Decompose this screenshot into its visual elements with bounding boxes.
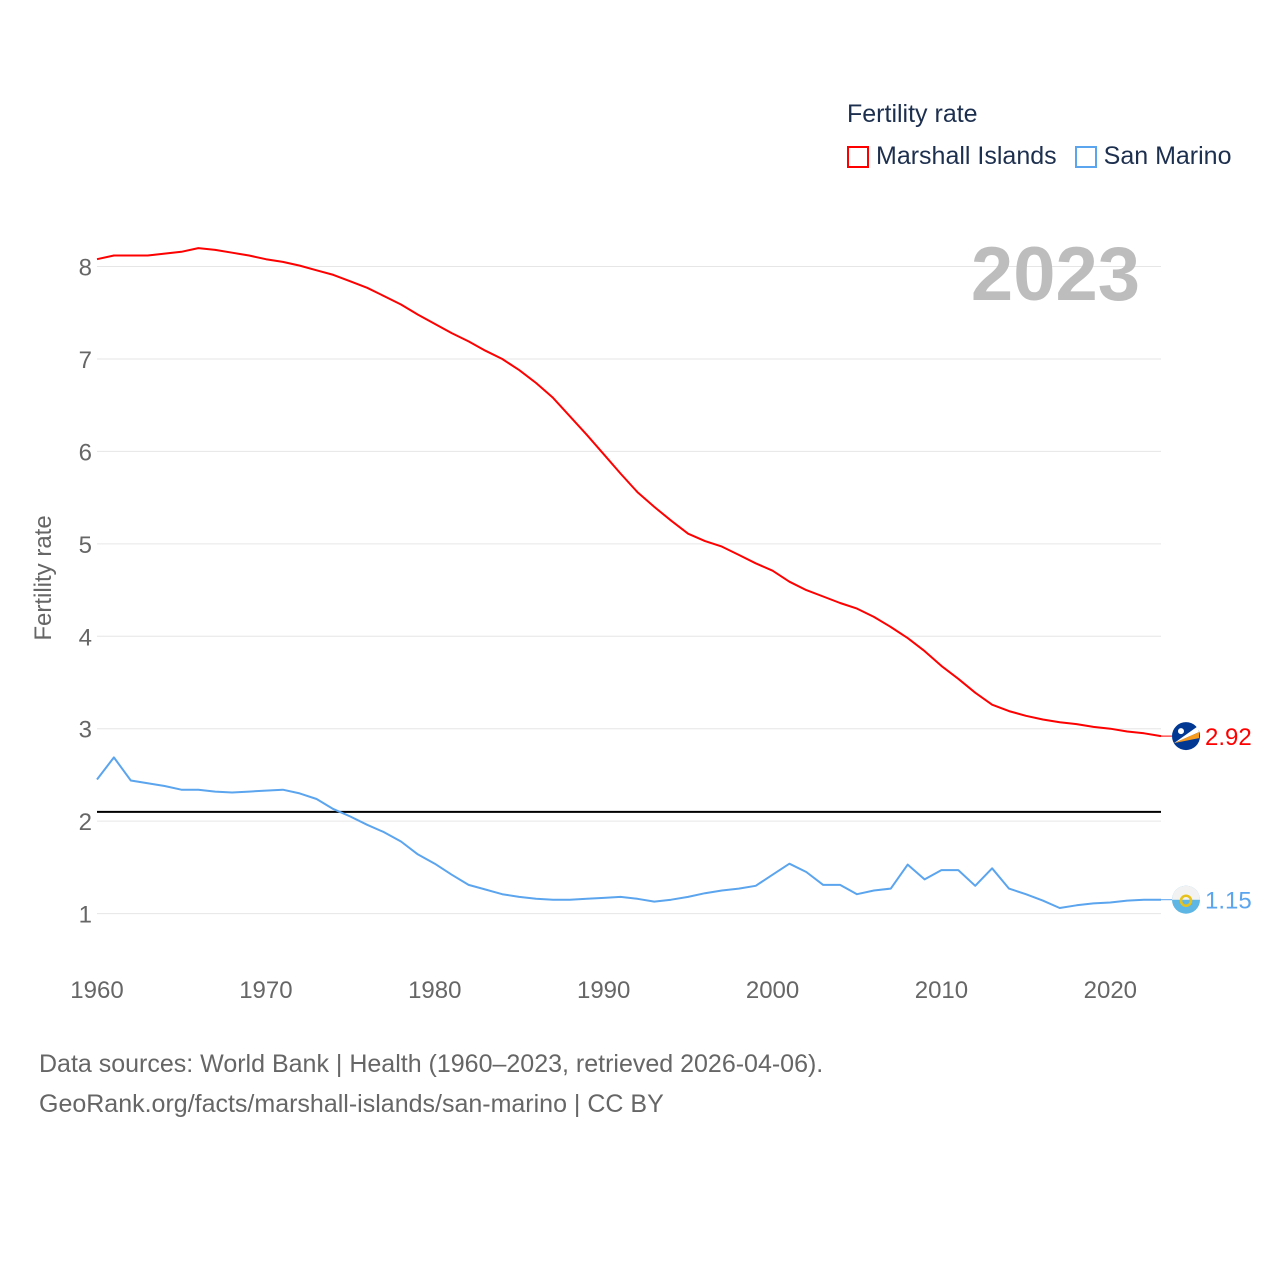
x-tick-label: 1990 (577, 977, 630, 1004)
flag-stripe (1174, 732, 1199, 744)
y-tick-label: 5 (79, 532, 92, 559)
x-axis: 1960 1970 1980 1990 2000 2010 2020 (70, 977, 1137, 1004)
year-label: 2023 (971, 232, 1140, 317)
source-link[interactable]: GeoRank.org/facts/marshall-islands/san-m… (39, 1090, 664, 1118)
flag-white-half (1172, 885, 1200, 900)
flag-star (1178, 728, 1184, 735)
legend-label: Marshall Islands (876, 142, 1057, 170)
legend-item-san-marino[interactable]: San Marino (1074, 142, 1232, 171)
y-tick-label: 7 (79, 347, 92, 374)
legend-title: Fertility rate (847, 100, 978, 128)
legend: Marshall Islands San Marino (847, 142, 1232, 171)
y-axis: 1 2 3 4 5 6 7 8 (79, 255, 92, 929)
x-tick-label: 1970 (239, 977, 292, 1004)
y-tick-label: 1 (79, 902, 92, 929)
x-tick-label: 2010 (915, 977, 968, 1004)
legend-item-marshall-islands[interactable]: Marshall Islands (847, 142, 1057, 171)
series-line-marshall-islands (96, 247, 1162, 738)
grid (97, 266, 1161, 915)
x-tick-label: 2000 (746, 977, 799, 1004)
flag-emblem (1179, 894, 1193, 907)
source-note: Data sources: World Bank | Health (1960–… (39, 1044, 823, 1124)
flag-stripe (1174, 726, 1199, 744)
x-tick-label: 1980 (408, 977, 461, 1004)
x-tick-label: 2020 (1084, 977, 1137, 1004)
x-tick-label: 1960 (70, 977, 123, 1004)
y-tick-label: 2 (79, 809, 92, 836)
y-tick-label: 8 (79, 255, 92, 282)
series-lines (96, 247, 1162, 909)
source-line: Data sources: World Bank | Health (1960–… (39, 1050, 824, 1078)
end-value-label: 2.92 (1205, 724, 1252, 751)
end-value-label: 1.15 (1205, 888, 1252, 915)
legend-swatch (1074, 145, 1097, 168)
y-tick-label: 3 (79, 717, 92, 744)
end-markers: 2.92 1.15 (1161, 722, 1252, 915)
y-axis-label: Fertility rate (30, 515, 57, 640)
y-tick-label: 4 (79, 624, 92, 651)
legend-swatch (847, 145, 869, 168)
series-line-san-marino (96, 756, 1161, 909)
y-tick-label: 6 (79, 439, 92, 466)
legend-label: San Marino (1103, 142, 1232, 170)
